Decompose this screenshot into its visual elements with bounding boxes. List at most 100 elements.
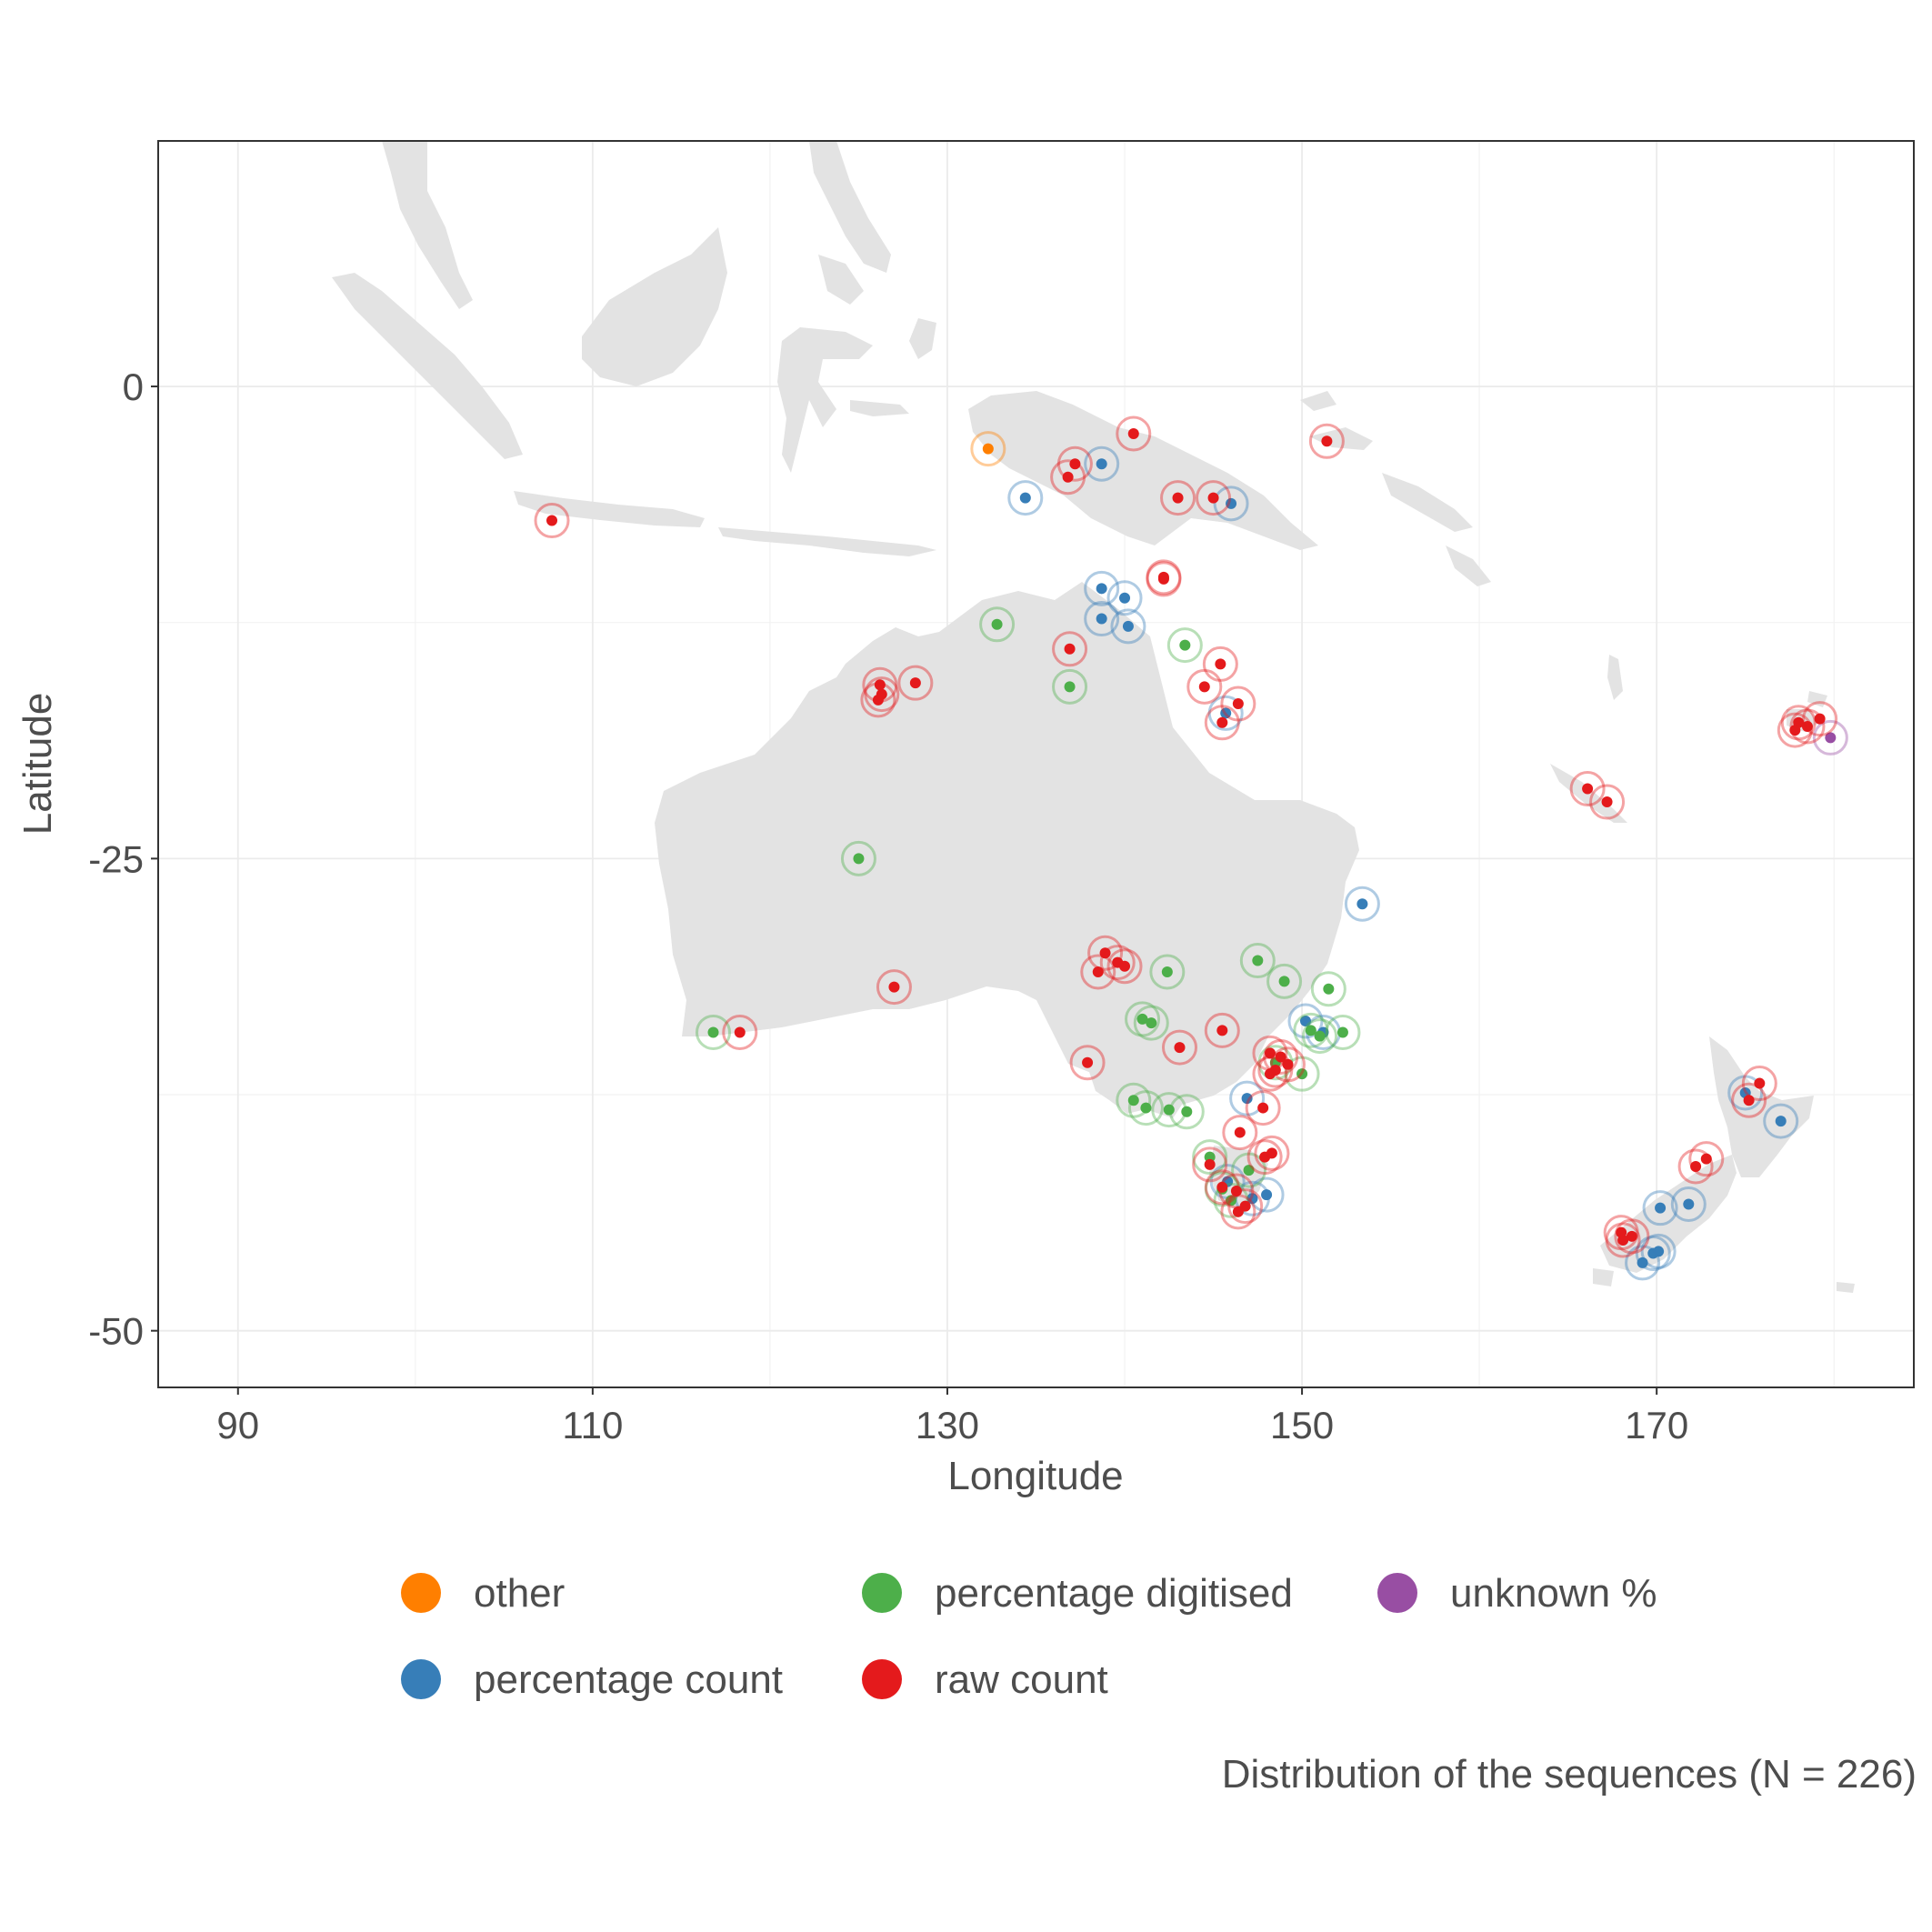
data-point xyxy=(1241,1093,1253,1105)
x-tick-label: 110 xyxy=(562,1404,623,1446)
legend-key xyxy=(862,1659,902,1699)
data-point xyxy=(1296,1068,1308,1080)
point-halo xyxy=(1239,943,1276,979)
point-halo xyxy=(1789,708,1826,745)
x-tick-label: 130 xyxy=(916,1404,979,1446)
data-point xyxy=(1226,497,1237,509)
data-point xyxy=(1181,1106,1193,1117)
data-point xyxy=(1082,1056,1094,1068)
point-halo xyxy=(1269,1046,1306,1083)
point-halo xyxy=(1110,608,1146,645)
land-layer xyxy=(332,141,1855,1293)
point-halo xyxy=(1252,1056,1288,1092)
data-point xyxy=(1119,960,1131,972)
point-halo xyxy=(979,606,1016,643)
axis-ticks: 90 110 130 150 170 0 -25 -50 xyxy=(88,365,1688,1446)
data-point xyxy=(1136,1013,1148,1025)
data-point xyxy=(1172,492,1184,504)
point-halo xyxy=(1284,1056,1320,1092)
data-point xyxy=(1062,471,1074,483)
point-halo xyxy=(1213,1182,1249,1218)
data-point xyxy=(1653,1246,1665,1257)
land-lesser-sunda xyxy=(718,527,936,556)
data-point xyxy=(1314,1030,1326,1042)
legend: other percentage digitised unknown % percen… xyxy=(401,1571,1657,1702)
y-tick-label: 0 xyxy=(123,365,144,408)
point-halo xyxy=(1344,886,1380,922)
data-point xyxy=(1261,1189,1273,1201)
point-halo xyxy=(1245,1090,1281,1126)
point-halo xyxy=(1605,1222,1641,1258)
land-sumatra xyxy=(332,273,523,459)
land-nz-south-island xyxy=(1600,1155,1737,1273)
data-point xyxy=(1092,966,1104,977)
data-point xyxy=(1637,1256,1648,1268)
point-halo xyxy=(1222,1115,1258,1151)
point-halo xyxy=(1084,601,1120,637)
point-halo xyxy=(1220,686,1256,722)
point-halo xyxy=(1052,668,1088,705)
y-tick-label: -50 xyxy=(88,1310,144,1353)
data-point xyxy=(1243,1165,1255,1176)
data-point xyxy=(1198,681,1210,693)
point-halo xyxy=(876,969,912,1006)
point-halo xyxy=(1146,561,1182,597)
point-halo xyxy=(1589,784,1626,820)
legend-item-unknown-: unknown % xyxy=(1377,1571,1657,1616)
legend-item-raw-count: raw count xyxy=(862,1657,1108,1702)
point-halo xyxy=(840,840,876,876)
data-point xyxy=(1069,458,1081,470)
point-halo xyxy=(1106,580,1143,616)
data-point xyxy=(1220,707,1232,719)
point-halo xyxy=(1160,480,1196,516)
point-halo xyxy=(1635,1236,1671,1272)
data-point xyxy=(1616,1226,1627,1238)
point-halo xyxy=(1287,1003,1324,1039)
point-halo xyxy=(1246,1139,1283,1176)
point-halo xyxy=(1229,1080,1266,1116)
data-point xyxy=(872,694,884,706)
data-point xyxy=(888,981,900,993)
data-point xyxy=(546,515,558,526)
data-point xyxy=(991,618,1003,630)
point-halo xyxy=(1050,459,1086,496)
point-halo xyxy=(1056,445,1093,482)
data-point xyxy=(1204,1151,1216,1163)
data-point xyxy=(1096,583,1107,595)
data-point xyxy=(1204,1158,1216,1170)
point-halo xyxy=(1257,1052,1294,1088)
point-halo xyxy=(1204,1012,1240,1048)
point-halo xyxy=(696,1014,732,1050)
land-sulawesi xyxy=(777,327,873,473)
data-point xyxy=(707,1026,719,1038)
land-nz-north-island xyxy=(1709,1036,1814,1177)
data-point xyxy=(1096,613,1107,625)
data-point xyxy=(1179,639,1191,651)
data-point xyxy=(1356,898,1368,910)
series-other xyxy=(970,431,1006,467)
point-halo xyxy=(1325,1014,1361,1050)
points-layer xyxy=(534,415,1848,1281)
point-halo xyxy=(1254,1135,1290,1171)
point-halo xyxy=(1231,1152,1267,1188)
point-halo xyxy=(1069,1045,1106,1081)
data-point xyxy=(1019,492,1031,504)
data-point xyxy=(1601,796,1613,808)
data-point xyxy=(1789,725,1801,736)
data-point xyxy=(1626,1230,1637,1242)
point-halo xyxy=(864,676,900,713)
data-point xyxy=(1266,1147,1277,1159)
point-halo xyxy=(1741,1066,1777,1102)
land-malay-peninsula xyxy=(382,141,473,309)
data-point xyxy=(1743,1095,1755,1106)
data-point xyxy=(1163,1104,1175,1116)
point-halo xyxy=(1168,1094,1205,1130)
point-halo xyxy=(970,431,1006,467)
point-halo xyxy=(1116,1082,1152,1118)
panel-border xyxy=(157,140,1915,1388)
data-point xyxy=(1157,571,1169,583)
data-point xyxy=(1127,427,1139,439)
point-halo xyxy=(722,1014,758,1050)
data-point xyxy=(1232,698,1244,710)
